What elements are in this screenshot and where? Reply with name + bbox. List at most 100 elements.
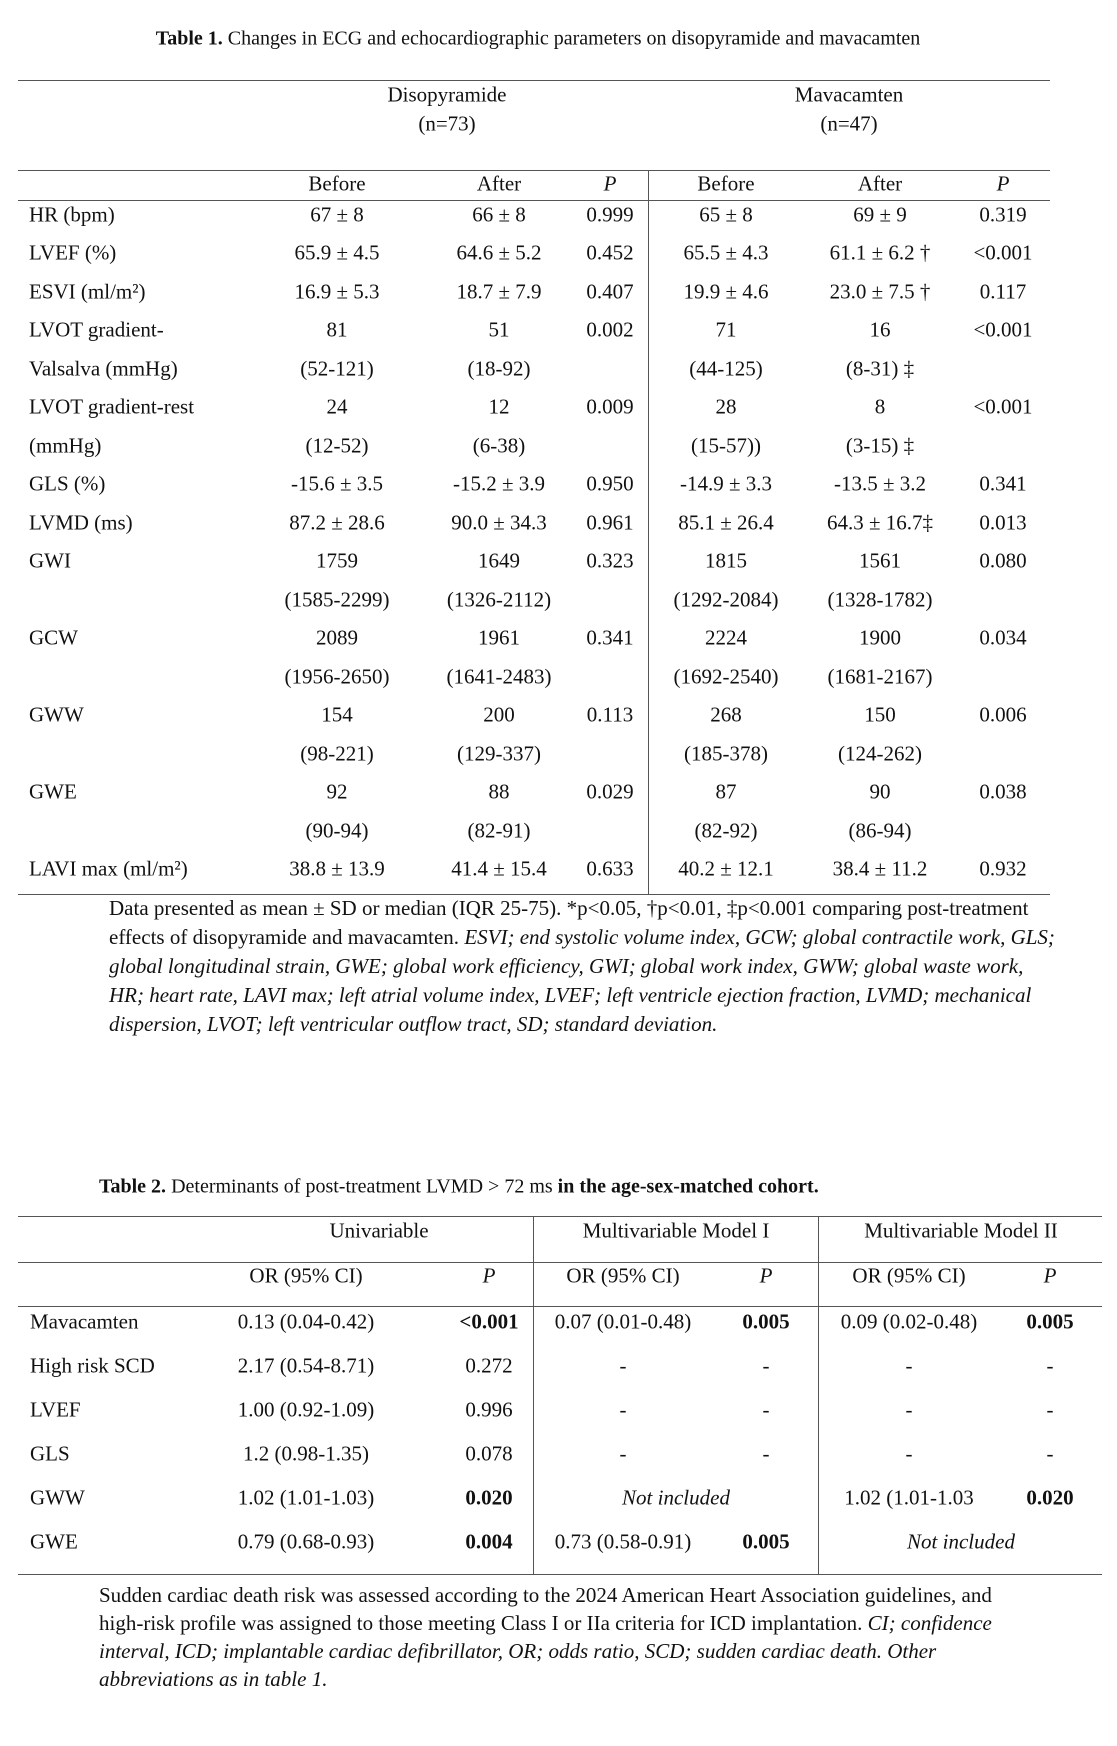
- table2-column-header: OR (95% CI): [249, 1263, 363, 1288]
- table2-cell: 0.020: [1026, 1485, 1074, 1510]
- table1-cell: 0.113: [586, 702, 634, 727]
- table1-group-mavacamten: Mavacamten: [794, 82, 904, 107]
- table1-column-header: After: [857, 171, 903, 196]
- table1-cell: 16: [869, 317, 891, 342]
- table1-cell: 154: [321, 702, 353, 727]
- table1-cell: 65 ± 8: [699, 202, 753, 226]
- table1-cell: 0.009: [586, 394, 634, 419]
- table2-cell: 0.005: [742, 1529, 790, 1554]
- table2-cell: -: [762, 1441, 770, 1466]
- table1-divider: [648, 170, 649, 894]
- table1-cell: 1759: [316, 548, 358, 573]
- table1-cell: (185-378): [684, 741, 768, 765]
- table1-cell: 1961: [478, 625, 520, 650]
- table1-bottom-rule: [18, 894, 1050, 895]
- table2-cell: Not included: [907, 1529, 1015, 1554]
- table1-cell: 200: [483, 702, 515, 727]
- table1-cell: 65.5 ± 4.3: [683, 240, 769, 265]
- table1-top-rule: [18, 80, 1050, 81]
- table2-cell: Not included: [622, 1485, 730, 1510]
- table2-cell: 1.2 (0.98-1.35): [243, 1441, 369, 1466]
- table1-cell: 92: [326, 779, 348, 804]
- table1-cell: 71: [715, 317, 737, 342]
- table2-group-model-2: Multivariable Model II: [864, 1218, 1058, 1243]
- table1-group-rule: [18, 170, 1050, 171]
- table1-cell: 38.8 ± 13.9: [289, 856, 385, 881]
- table1-cell: (1681-2167): [827, 664, 933, 688]
- table1-cell: 268: [710, 702, 742, 727]
- table1-cell: (18-92): [467, 356, 531, 380]
- table2-top-rule: [18, 1216, 1102, 1217]
- table1-cell: 23.0 ± 7.5 †: [829, 279, 931, 303]
- table1-cell: <0.001: [973, 240, 1033, 265]
- table1-cell: 0.961: [586, 510, 634, 534]
- table1-cell: 0.323: [586, 548, 634, 573]
- table1-row-label: GWW: [29, 702, 84, 727]
- table1-column-header: P: [996, 171, 1010, 196]
- table1-cell: 2089: [316, 625, 358, 650]
- table1-cell: (86-94): [848, 818, 912, 842]
- table1-cell: 0.452: [586, 240, 634, 265]
- table2-cell: -: [1046, 1397, 1054, 1422]
- table1-cell: 2224: [705, 625, 747, 650]
- table1-cell: 88: [488, 779, 510, 804]
- table1-cell: 0.038: [979, 779, 1027, 804]
- table2-divider-1: [533, 1216, 534, 1574]
- table2-cell: 0.13 (0.04-0.42): [237, 1309, 375, 1334]
- table1-cell: <0.001: [973, 317, 1033, 342]
- table2-row-label: LVEF: [30, 1397, 81, 1422]
- table2-cell: 0.73 (0.58-0.91): [554, 1529, 692, 1554]
- table1-cell: (15-57)): [691, 433, 761, 457]
- table1-cell: 0.029: [586, 779, 634, 804]
- table1-cell: (52-121): [300, 356, 374, 380]
- table2-footnote: Sudden cardiac death risk was assessed a…: [99, 1581, 1029, 1693]
- table1-cell: 28: [715, 394, 737, 419]
- table1-cell: 0.633: [586, 856, 634, 881]
- table2-title-end: in the age-sex-matched cohort.: [552, 1175, 819, 1198]
- table1-cell: 90: [869, 779, 891, 804]
- table2-divider-2: [818, 1216, 819, 1574]
- table1-cell: (82-91): [467, 818, 531, 842]
- table2-cell: 0.09 (0.02-0.48): [840, 1309, 978, 1334]
- table1-cell: 0.999: [586, 202, 634, 226]
- table1-cell: 1900: [859, 625, 901, 650]
- table1-cell: (44-125): [689, 356, 763, 380]
- table2-row-label: Mavacamten: [30, 1309, 139, 1334]
- table1-cell: 41.4 ± 15.4: [451, 856, 547, 881]
- table1-row-label: LVOT gradient-rest: [29, 394, 195, 419]
- table1-cell: 24: [326, 394, 348, 419]
- table1-cell: 64.6 ± 5.2: [456, 240, 542, 265]
- table1-cell: 87: [715, 779, 737, 804]
- table1-cell: 19.9 ± 4.6: [683, 279, 769, 303]
- table1-cell: 38.4 ± 11.2: [832, 856, 928, 881]
- table1-row-label: LAVI max (ml/m²): [29, 856, 188, 881]
- table2-cell: 0.07 (0.01-0.48): [554, 1309, 692, 1334]
- table1-cell: 12: [488, 394, 510, 419]
- table1-cell: 66 ± 8: [472, 202, 526, 226]
- table1-cell: 0.002: [586, 317, 634, 342]
- table2-cell: -: [905, 1397, 913, 1422]
- table2-cell: 0.005: [742, 1309, 790, 1334]
- table1-row-label: (mmHg): [29, 433, 102, 457]
- table1-row-label: GCW: [29, 625, 78, 650]
- table2-cell: -: [905, 1353, 913, 1378]
- table2-cell: -: [1046, 1353, 1054, 1378]
- table2-bottom-rule: [18, 1574, 1102, 1575]
- table2-title: Table 2. Determinants of post-treatment …: [99, 1176, 819, 1199]
- table2-row-label: GWE: [30, 1529, 78, 1554]
- table1-title-text: Changes in ECG and echocardiographic par…: [222, 27, 921, 50]
- table2-cell: 1.02 (1.01-1.03: [844, 1485, 974, 1510]
- table1-cell: 0.341: [586, 625, 634, 650]
- table1-cell: (98-221): [300, 741, 374, 765]
- table1-cell: (129-337): [457, 741, 541, 765]
- table2-title-text: Determinants of post-treatment LVMD > 72…: [166, 1175, 553, 1198]
- table1-cell: 90.0 ± 34.3: [451, 510, 547, 534]
- table2-footnote-abbreviations: CI; confidence interval, ICD; implantabl…: [99, 1611, 992, 1691]
- table2-cell: 0.79 (0.68-0.93): [237, 1529, 375, 1554]
- table1-cell: (1692-2540): [673, 664, 779, 688]
- table1-cell: 0.407: [586, 279, 634, 303]
- table1-row-label: LVMD (ms): [29, 510, 133, 534]
- table2-row-label: High risk SCD: [30, 1353, 155, 1378]
- table1-cell: 16.9 ± 5.3: [294, 279, 380, 303]
- table1-cell: 81: [326, 317, 348, 342]
